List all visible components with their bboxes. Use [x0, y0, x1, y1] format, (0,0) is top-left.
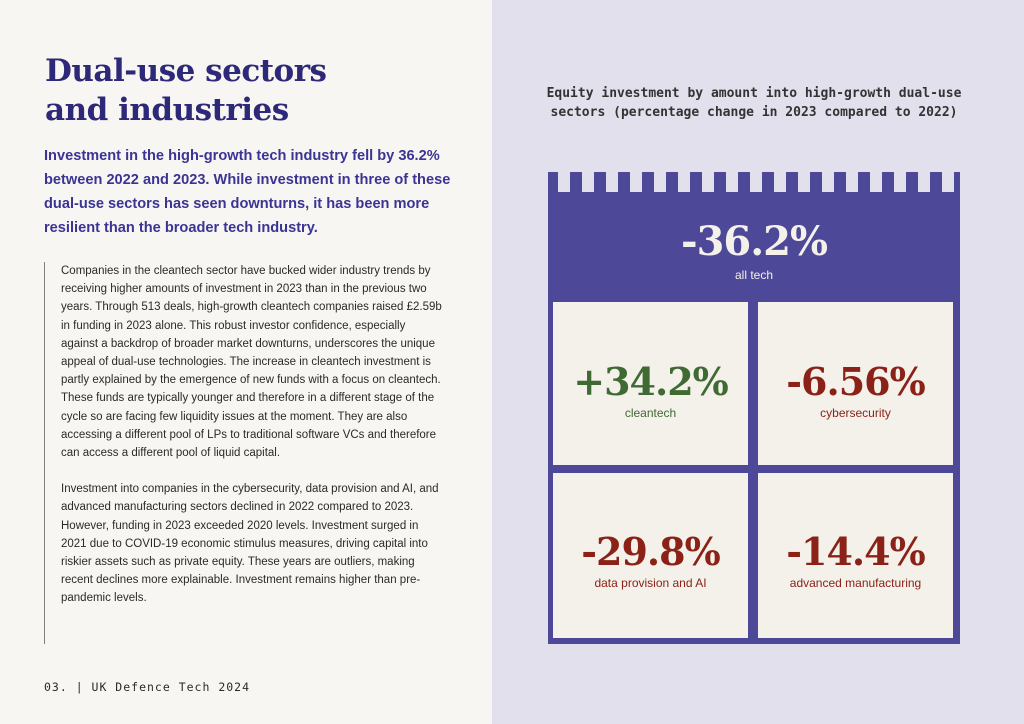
battlement-notch: [894, 172, 906, 192]
battlement-notch: [678, 172, 690, 192]
headline-label: all tech: [734, 268, 774, 282]
battlement-notch: [822, 172, 834, 192]
battlement-notch: [870, 172, 882, 192]
title-line-1: Dual-use sectors: [45, 53, 327, 89]
panel-battlements: [548, 172, 960, 192]
title-line-2: and industries: [45, 92, 289, 128]
sector-label: cleantech: [624, 406, 677, 420]
sector-value: -6.56%: [786, 359, 925, 404]
battlement-notch: [558, 172, 570, 192]
battlement-notch: [630, 172, 642, 192]
sector-value: -14.4%: [786, 529, 925, 574]
battlement-notch: [726, 172, 738, 192]
headline-value: -36.2%: [680, 218, 828, 265]
sector-value: -29.8%: [581, 529, 720, 574]
headline-stat: -36.2% all tech: [548, 216, 960, 282]
page-title: Dual-use sectors and industries: [45, 52, 327, 130]
body-text-block: Companies in the cleantech sector have b…: [44, 262, 444, 644]
battlement-notch: [918, 172, 930, 192]
sector-cell-cleantech: +34.2% cleantech: [553, 302, 748, 465]
sector-label: cybersecurity: [820, 406, 891, 420]
sector-label: data provision and AI: [594, 576, 707, 590]
page-footer: 03. | UK Defence Tech 2024: [44, 680, 251, 694]
sector-cell-cybersecurity: -6.56% cybersecurity: [758, 302, 953, 465]
sector-value: +34.2%: [573, 359, 729, 404]
battlement-notch: [654, 172, 666, 192]
battlement-notch: [798, 172, 810, 192]
battlement-notch: [582, 172, 594, 192]
sector-cell-data-ai: -29.8% data provision and AI: [553, 473, 748, 638]
battlement-notch: [774, 172, 786, 192]
sector-cell-advanced-manufacturing: -14.4% advanced manufacturing: [758, 473, 953, 638]
lead-paragraph: Investment in the high-growth tech indus…: [44, 148, 451, 236]
body-paragraph-cleantech: Companies in the cleantech sector have b…: [61, 265, 442, 460]
sector-label: advanced manufacturing: [789, 576, 922, 590]
left-column: [0, 0, 492, 724]
body-paragraph-decline: Investment into companies in the cyberse…: [61, 483, 439, 605]
battlement-notch: [942, 172, 954, 192]
battlement-notch: [750, 172, 762, 192]
chart-title: Equity investment by amount into high-gr…: [546, 86, 962, 120]
battlement-notch: [702, 172, 714, 192]
battlement-notch: [846, 172, 858, 192]
battlement-notch: [606, 172, 618, 192]
